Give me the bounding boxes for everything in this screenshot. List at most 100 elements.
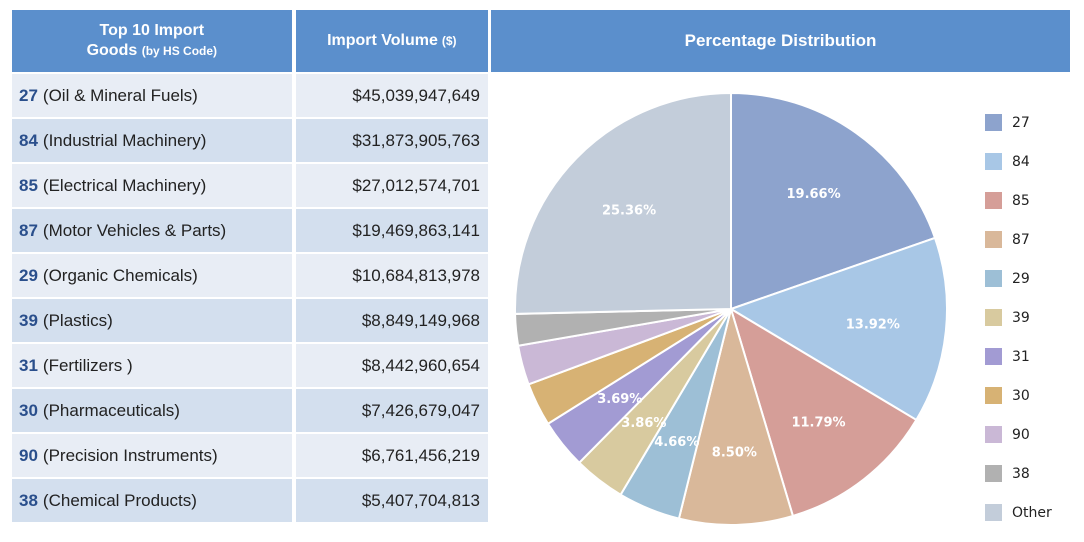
- hs-code: 87: [19, 220, 38, 240]
- legend-item: Other: [985, 493, 1052, 532]
- legend-swatch: [985, 309, 1002, 326]
- legend-item: 31: [985, 337, 1052, 376]
- pie-slice-85: [729, 306, 918, 518]
- pie-slice-84: [728, 236, 948, 422]
- volume-cell: $27,012,574,701: [295, 164, 488, 207]
- header-goods-line1: Top 10 Import: [99, 22, 205, 39]
- volume-cell: $5,407,704,813: [295, 479, 488, 522]
- goods-cell: 90 (Precision Instruments): [12, 434, 292, 477]
- table-row: 84 (Industrial Machinery) $31,873,905,763: [12, 119, 488, 162]
- table-header-row: Top 10 Import Goods (by HS Code) Import …: [12, 10, 488, 72]
- volume-cell: $45,039,947,649: [295, 74, 488, 117]
- legend-swatch: [985, 192, 1002, 209]
- legend-item: 87: [985, 220, 1052, 259]
- legend-label: 31: [1012, 348, 1030, 365]
- goods-desc: (Motor Vehicles & Parts): [42, 220, 227, 240]
- legend-swatch: [985, 231, 1002, 248]
- header-goods-word: Goods: [86, 42, 138, 59]
- legend-item: 30: [985, 376, 1052, 415]
- pie-slice-label: 8.50%: [712, 446, 757, 461]
- goods-desc: (Fertilizers ): [42, 355, 133, 375]
- volume-cell: $31,873,905,763: [295, 119, 488, 162]
- header-goods: Top 10 Import Goods (by HS Code): [12, 10, 292, 72]
- header-volume: Import Volume ($): [295, 10, 488, 72]
- legend-swatch: [985, 114, 1002, 131]
- goods-desc: (Plastics): [42, 310, 113, 330]
- pie-slice-label: 25.36%: [602, 203, 656, 218]
- legend-item: 90: [985, 415, 1052, 454]
- goods-cell: 84 (Industrial Machinery): [12, 119, 292, 162]
- table-row: 39 (Plastics) $8,849,149,968: [12, 299, 488, 342]
- header-volume-suffix: ($): [441, 34, 457, 48]
- chart-legend: 27 84 85 87 29 39 31 30 90 38 Other: [985, 103, 1052, 532]
- legend-swatch: [985, 153, 1002, 170]
- legend-item: 29: [985, 259, 1052, 298]
- hs-code: 29: [19, 265, 38, 285]
- header-goods-suffix: (by HS Code): [141, 44, 218, 58]
- hs-code: 90: [19, 445, 38, 465]
- pie-slice-label: 3.69%: [597, 392, 642, 407]
- table-row: 29 (Organic Chemicals) $10,684,813,978: [12, 254, 488, 297]
- table-row: 38 (Chemical Products) $5,407,704,813: [12, 479, 488, 522]
- legend-item: 38: [985, 454, 1052, 493]
- legend-label: Other: [1012, 504, 1052, 521]
- legend-swatch: [985, 270, 1002, 287]
- goods-desc: (Industrial Machinery): [42, 130, 207, 150]
- legend-label: 85: [1012, 192, 1030, 209]
- header-volume-label: Import Volume: [327, 32, 438, 49]
- pie-slice-label: 3.86%: [621, 416, 666, 431]
- legend-label: 90: [1012, 426, 1030, 443]
- hs-code: 39: [19, 310, 38, 330]
- volume-cell: $6,761,456,219: [295, 434, 488, 477]
- table-row: 87 (Motor Vehicles & Parts) $19,469,863,1…: [12, 209, 488, 252]
- legend-label: 27: [1012, 114, 1030, 131]
- legend-label: 39: [1012, 309, 1030, 326]
- hs-code: 84: [19, 130, 38, 150]
- pie-slice-label: 4.66%: [654, 435, 699, 450]
- legend-swatch: [985, 426, 1002, 443]
- goods-desc: (Electrical Machinery): [42, 175, 207, 195]
- table-row: 30 (Pharmaceuticals) $7,426,679,047: [12, 389, 488, 432]
- volume-cell: $8,442,960,654: [295, 344, 488, 387]
- pie-slice-label: 11.79%: [791, 416, 845, 431]
- goods-desc: (Oil & Mineral Fuels): [42, 85, 198, 105]
- pie-slice-other: [514, 91, 732, 315]
- pie-slice-label: 19.66%: [786, 187, 840, 202]
- goods-cell: 31 (Fertilizers ): [12, 344, 292, 387]
- legend-swatch: [985, 348, 1002, 365]
- volume-cell: $10,684,813,978: [295, 254, 488, 297]
- legend-label: 84: [1012, 153, 1030, 170]
- legend-label: 38: [1012, 465, 1030, 482]
- goods-desc: (Pharmaceuticals): [42, 400, 180, 420]
- hs-code: 85: [19, 175, 38, 195]
- goods-desc: (Organic Chemicals): [42, 265, 198, 285]
- header-goods-line2: Goods (by HS Code): [87, 41, 217, 61]
- goods-cell: 30 (Pharmaceuticals): [12, 389, 292, 432]
- pie-slice-label: 13.92%: [846, 318, 900, 333]
- legend-item: 27: [985, 103, 1052, 142]
- pie-chart: 19.66% 13.92% 11.79% 8.50% 4.66% 3.86% 3.69% 25…: [514, 91, 948, 526]
- table-row: 31 (Fertilizers ) $8,442,960,654: [12, 344, 488, 387]
- chart-title: Percentage Distribution: [491, 10, 1070, 72]
- legend-label: 29: [1012, 270, 1030, 287]
- pie-slice-87: [677, 305, 795, 526]
- legend-swatch: [985, 465, 1002, 482]
- goods-cell: 38 (Chemical Products): [12, 479, 292, 522]
- table-row: 85 (Electrical Machinery) $27,012,574,701: [12, 164, 488, 207]
- goods-cell: 39 (Plastics): [12, 299, 292, 342]
- legend-swatch: [985, 504, 1002, 521]
- goods-desc: (Chemical Products): [42, 490, 197, 510]
- legend-label: 30: [1012, 387, 1030, 404]
- import-goods-table: Top 10 Import Goods (by HS Code) Import …: [12, 10, 488, 522]
- volume-cell: $8,849,149,968: [295, 299, 488, 342]
- volume-cell: $19,469,863,141: [295, 209, 488, 252]
- goods-desc: (Precision Instruments): [42, 445, 218, 465]
- legend-item: 85: [985, 181, 1052, 220]
- legend-item: 39: [985, 298, 1052, 337]
- legend-item: 84: [985, 142, 1052, 181]
- hs-code: 30: [19, 400, 38, 420]
- hs-code: 27: [19, 85, 38, 105]
- goods-cell: 87 (Motor Vehicles & Parts): [12, 209, 292, 252]
- goods-cell: 85 (Electrical Machinery): [12, 164, 292, 207]
- goods-cell: 29 (Organic Chemicals): [12, 254, 292, 297]
